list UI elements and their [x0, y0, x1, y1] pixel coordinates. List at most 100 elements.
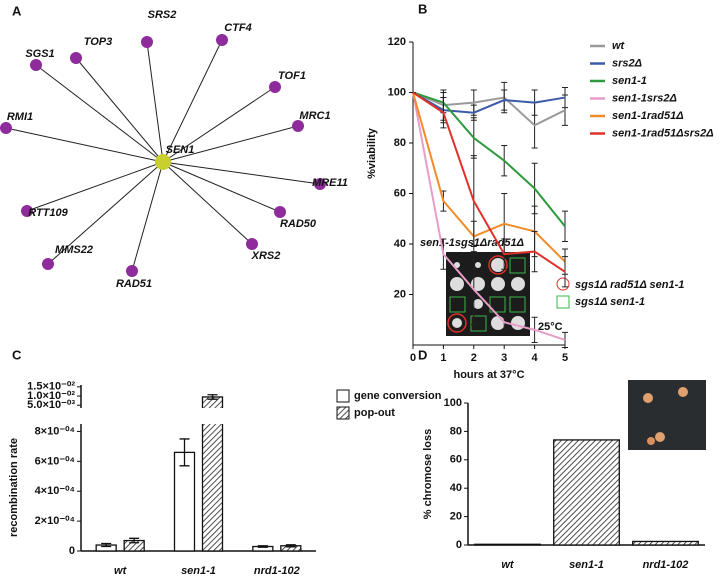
y-tick-label: 80	[394, 137, 406, 149]
legend-swatch	[336, 406, 350, 420]
y-tick-label: 5.0×10⁻⁰³	[27, 399, 75, 411]
temperature: 25°C	[538, 321, 563, 333]
legend-label: sgs1Δ sen1-1	[575, 296, 645, 308]
node	[0, 122, 12, 134]
x-tick-label: 1	[440, 352, 446, 364]
x-tick-label: sen1-1	[181, 565, 216, 577]
legend-label: sen1-1rad51Δ	[612, 110, 684, 122]
node-label: RAD51	[116, 278, 152, 290]
x-tick-label: 2	[471, 352, 477, 364]
edge	[5, 127, 164, 163]
y-tick-label: 60	[450, 454, 462, 466]
y-tick-label: 40	[450, 482, 462, 494]
y-tick-label: 20	[394, 288, 406, 300]
x-tick-label: 5	[562, 352, 568, 364]
node-label: XRS2	[251, 250, 281, 262]
node	[141, 36, 153, 48]
node-label: TOF1	[278, 70, 306, 82]
y-tick-label: 4×10⁻⁰⁴	[35, 485, 75, 497]
panel-label: B	[418, 1, 427, 16]
center-node	[155, 154, 171, 170]
line-series	[412, 91, 566, 227]
y-tick-label: 60	[394, 187, 406, 199]
node-label: MRE11	[312, 177, 348, 189]
y-axis-label: recombination rate	[8, 438, 20, 537]
legend-label: pop-out	[354, 407, 395, 419]
node	[70, 52, 82, 64]
edge	[162, 161, 253, 245]
y-tick-label: 1.0×10⁻⁰²	[27, 390, 75, 402]
error-bar	[101, 542, 112, 548]
y-tick-label: 120	[388, 36, 406, 48]
legend-label: sen1-1srs2Δ	[612, 92, 677, 104]
bar	[632, 540, 699, 546]
edge	[162, 161, 281, 213]
legend-label: gene conversion	[354, 390, 442, 402]
y-tick-label: 100	[444, 397, 462, 409]
x-tick-label: 3	[501, 352, 507, 364]
y-tick-label: 100	[388, 86, 406, 98]
edge	[162, 39, 223, 163]
legend-label: sen1-1	[612, 75, 647, 87]
edge	[26, 161, 164, 212]
node-label: SRS2	[148, 9, 177, 21]
y-axis-label: %viability	[366, 127, 378, 179]
node	[126, 265, 138, 277]
node	[30, 59, 42, 71]
node-label: RTT109	[28, 207, 68, 219]
y-tick-label: 40	[394, 238, 406, 250]
legend-label: sgs1Δ rad51Δ sen1-1	[575, 279, 684, 291]
x-tick-label: wt	[114, 565, 128, 577]
bar	[474, 543, 541, 546]
node	[269, 81, 281, 93]
legend-label: wt	[612, 40, 626, 52]
node	[246, 238, 258, 250]
line-series	[412, 91, 566, 273]
node	[42, 258, 54, 270]
legend-symbol	[556, 277, 570, 291]
node-label: MMS22	[55, 244, 93, 256]
y-tick-label: 8×10⁻⁰⁴	[35, 425, 75, 437]
node-label: RMI1	[7, 111, 33, 123]
x-tick-label: nrd1-102	[254, 565, 300, 577]
node	[274, 206, 286, 218]
legend-swatch	[336, 389, 350, 403]
edge	[146, 41, 164, 163]
y-tick-label: 6×10⁻⁰⁴	[35, 455, 75, 467]
node	[292, 120, 304, 132]
error-bar	[207, 394, 218, 400]
axis-break	[201, 408, 224, 424]
panel-label: D	[418, 347, 427, 362]
node-label: RAD50	[280, 218, 317, 230]
y-tick-label: 0	[69, 545, 75, 557]
legend-label: srs2Δ	[612, 57, 642, 69]
node	[21, 205, 33, 217]
bar	[173, 451, 196, 552]
edge	[35, 64, 164, 163]
line-series	[412, 92, 566, 263]
y-tick-label: 20	[450, 511, 462, 523]
node	[216, 34, 228, 46]
legend-symbol	[556, 295, 570, 309]
error-bar	[257, 545, 268, 548]
panel-label: A	[12, 3, 22, 18]
y-axis-label: % chromose loss	[422, 429, 434, 519]
photo-inset	[628, 380, 706, 450]
error-bar	[562, 210, 568, 242]
y-tick-label: 1.5×10⁻⁰²	[27, 381, 75, 393]
spot-plate	[446, 252, 530, 336]
node	[314, 178, 326, 190]
edge	[75, 57, 164, 163]
spot-title: sen1-1sgs1Δrad51Δ	[420, 237, 524, 249]
x-axis-label: hours at 37°C	[453, 369, 524, 381]
node-label: CTF4	[224, 22, 252, 34]
x-tick-label: 4	[532, 352, 539, 364]
error-bar	[285, 544, 296, 548]
y-tick-label: 80	[450, 425, 462, 437]
line-series	[412, 91, 566, 114]
edge	[47, 161, 164, 265]
x-tick-label: sen1-1	[569, 559, 604, 571]
panel-label: C	[12, 347, 22, 362]
y-tick-label: 2×10⁻⁰⁴	[35, 515, 75, 527]
legend-label: sen1-1rad51Δsrs2Δ	[612, 127, 714, 139]
